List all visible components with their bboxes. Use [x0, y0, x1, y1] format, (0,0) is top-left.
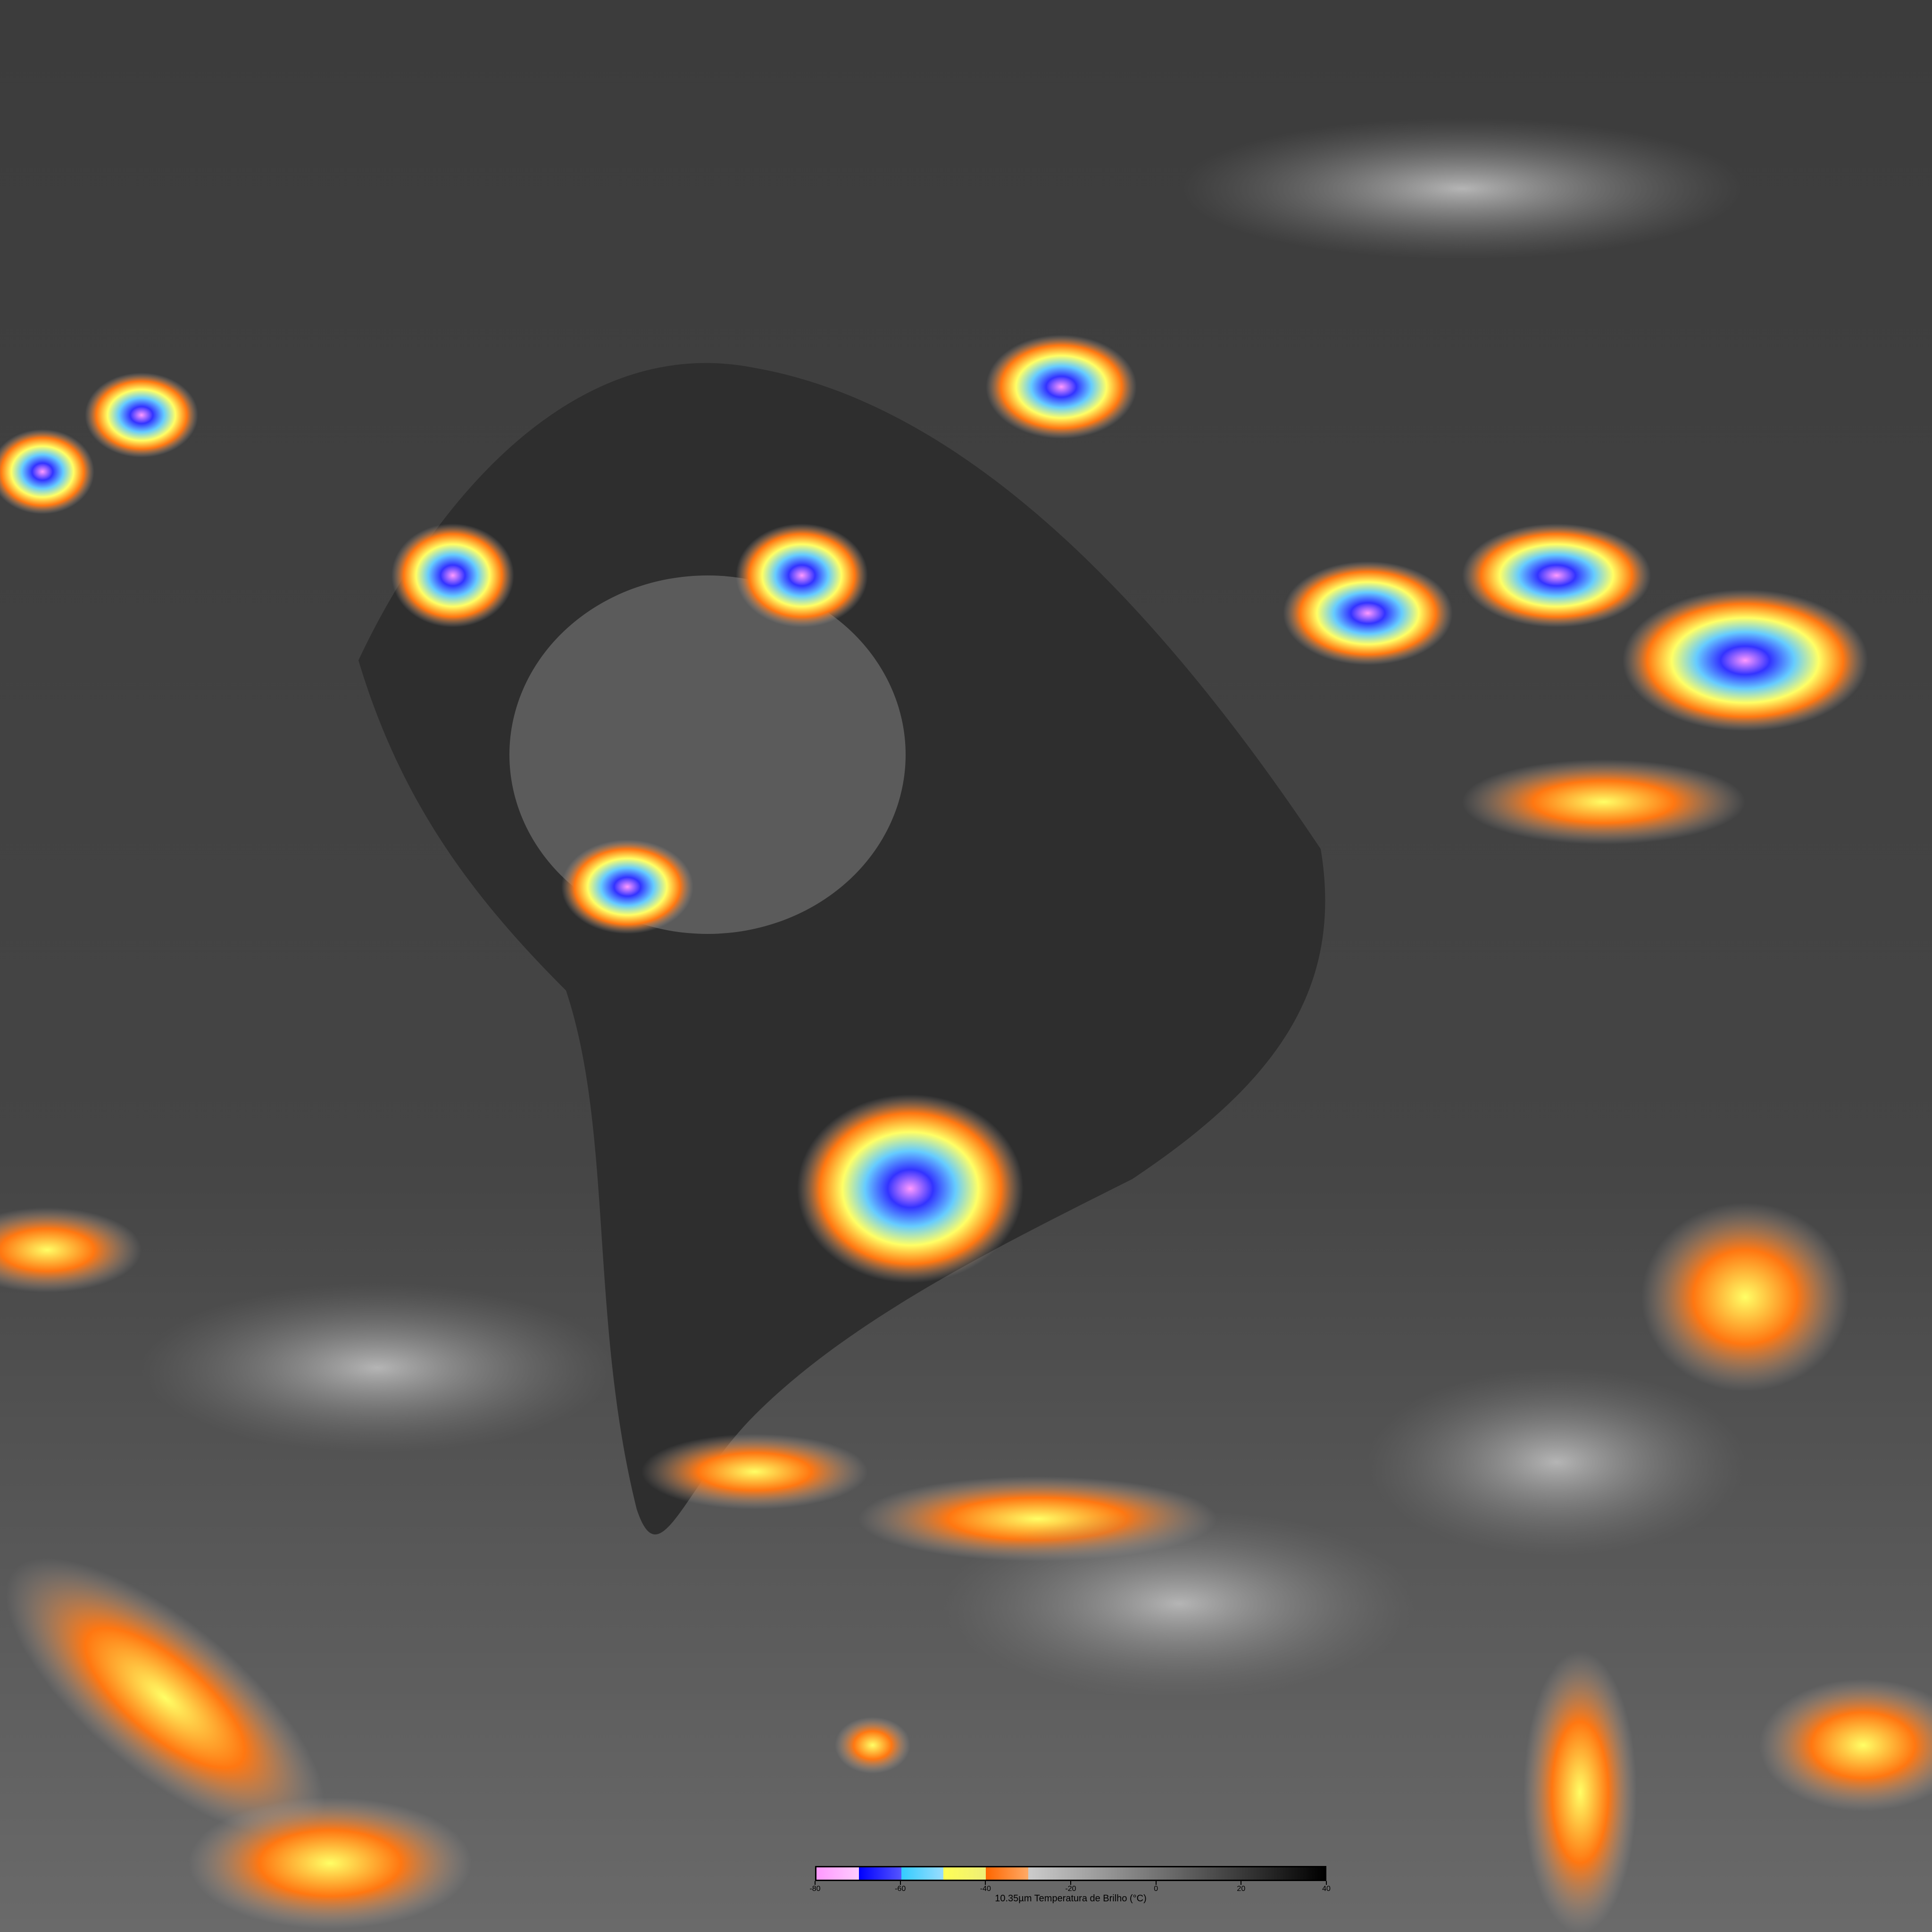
- colorbar-tick-label: -20: [1065, 1885, 1076, 1893]
- temperature-colorbar: [815, 1866, 1326, 1881]
- colorbar-tick-label: -40: [980, 1885, 991, 1893]
- colorbar-title: 10.35µm Temperatura de Brilho (°C): [995, 1893, 1147, 1904]
- colorbar-tick: [985, 1881, 986, 1885]
- colorbar-segment: [943, 1867, 986, 1880]
- colorbar-tick: [815, 1881, 816, 1885]
- convective-cells: [0, 335, 1868, 1283]
- colorbar-tick-label: 20: [1237, 1885, 1246, 1893]
- colorbar-tick-label: 0: [1154, 1885, 1158, 1893]
- warm-cloud-bands: [0, 759, 1932, 1932]
- colorbar-tick: [899, 1881, 901, 1885]
- cloud-wisps: [142, 118, 1745, 1698]
- colorbar-segment: [858, 1867, 901, 1880]
- colorbar-tick: [1155, 1881, 1157, 1885]
- colorbar-tick: [1070, 1881, 1071, 1885]
- colorbar-tick-label: 40: [1322, 1885, 1331, 1893]
- colorbar-segment: [901, 1867, 944, 1880]
- colorbar-tick-label: -60: [895, 1885, 906, 1893]
- colorbar-tick: [1326, 1881, 1327, 1885]
- colorbar-segment: [1028, 1867, 1325, 1880]
- colorbar-segment: [816, 1867, 859, 1880]
- colorbar-segment: [986, 1867, 1029, 1880]
- colorbar-tick-label: -80: [809, 1885, 821, 1893]
